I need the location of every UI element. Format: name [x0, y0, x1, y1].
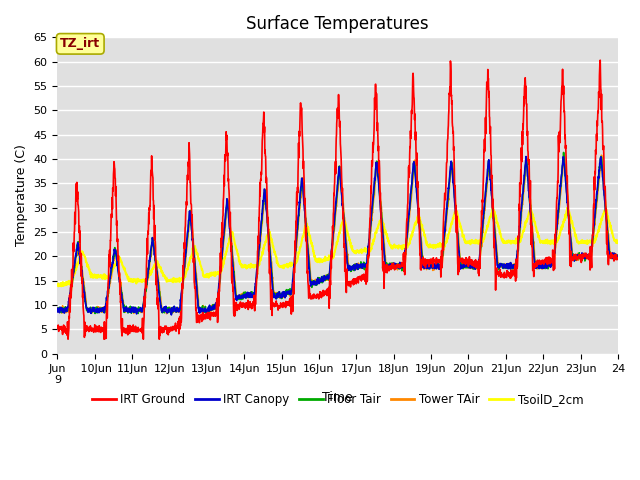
Line: Tower TAir: Tower TAir	[58, 155, 618, 314]
TsoilD_2cm	[565, 208, 573, 214]
IRT Ground	[596, 57, 604, 63]
TsoilD_2cm	[366, 249, 374, 254]
IRT Canopy	[614, 253, 621, 259]
IRT Canopy	[501, 263, 509, 269]
IRT Ground	[614, 256, 621, 262]
Tower TAir	[564, 206, 572, 212]
TsoilD_2cm	[564, 204, 572, 210]
IRT Ground	[210, 310, 218, 315]
TsoilD_2cm	[54, 282, 61, 288]
IRT Canopy	[210, 304, 218, 310]
IRT Canopy	[565, 216, 573, 222]
IRT Ground	[64, 336, 72, 342]
TsoilD_2cm	[614, 240, 621, 245]
TsoilD_2cm	[501, 240, 509, 245]
IRT Ground	[366, 215, 374, 220]
Floor Tair	[54, 306, 61, 312]
IRT Canopy	[580, 254, 588, 260]
IRT Ground	[501, 275, 509, 280]
X-axis label: Time: Time	[323, 391, 353, 404]
Text: TZ_irt: TZ_irt	[60, 37, 100, 50]
Tower TAir	[580, 250, 588, 256]
Floor Tair	[560, 150, 568, 156]
IRT Canopy	[366, 224, 374, 230]
Line: IRT Canopy: IRT Canopy	[58, 156, 618, 315]
Line: TsoilD_2cm: TsoilD_2cm	[58, 207, 618, 286]
Y-axis label: Temperature (C): Temperature (C)	[15, 144, 28, 247]
Tower TAir	[210, 302, 218, 308]
Line: IRT Ground: IRT Ground	[58, 60, 618, 339]
TsoilD_2cm	[354, 248, 362, 254]
Legend: IRT Ground, IRT Canopy, Floor Tair, Tower TAir, TsoilD_2cm: IRT Ground, IRT Canopy, Floor Tair, Towe…	[88, 389, 588, 411]
Floor Tair	[565, 213, 573, 219]
Floor Tair	[354, 266, 362, 272]
IRT Ground	[564, 212, 572, 218]
TsoilD_2cm	[210, 272, 218, 277]
Floor Tair	[614, 252, 621, 258]
Floor Tair	[210, 305, 218, 311]
IRT Canopy	[168, 312, 175, 318]
IRT Canopy	[354, 262, 362, 268]
IRT Ground	[354, 274, 362, 280]
Tower TAir	[163, 311, 170, 317]
Line: Floor Tair: Floor Tair	[58, 153, 618, 313]
IRT Canopy	[522, 154, 530, 159]
Tower TAir	[354, 266, 362, 272]
IRT Ground	[580, 254, 588, 260]
Tower TAir	[598, 152, 605, 158]
IRT Canopy	[54, 305, 61, 311]
Tower TAir	[366, 232, 374, 238]
TsoilD_2cm	[58, 283, 65, 289]
Floor Tair	[501, 264, 509, 269]
Tower TAir	[54, 306, 61, 312]
Title: Surface Temperatures: Surface Temperatures	[246, 15, 429, 33]
TsoilD_2cm	[580, 240, 588, 245]
Tower TAir	[501, 263, 509, 268]
Floor Tair	[580, 254, 588, 260]
Floor Tair	[92, 311, 99, 316]
Floor Tair	[366, 230, 374, 236]
Tower TAir	[614, 253, 621, 259]
IRT Ground	[54, 323, 61, 329]
